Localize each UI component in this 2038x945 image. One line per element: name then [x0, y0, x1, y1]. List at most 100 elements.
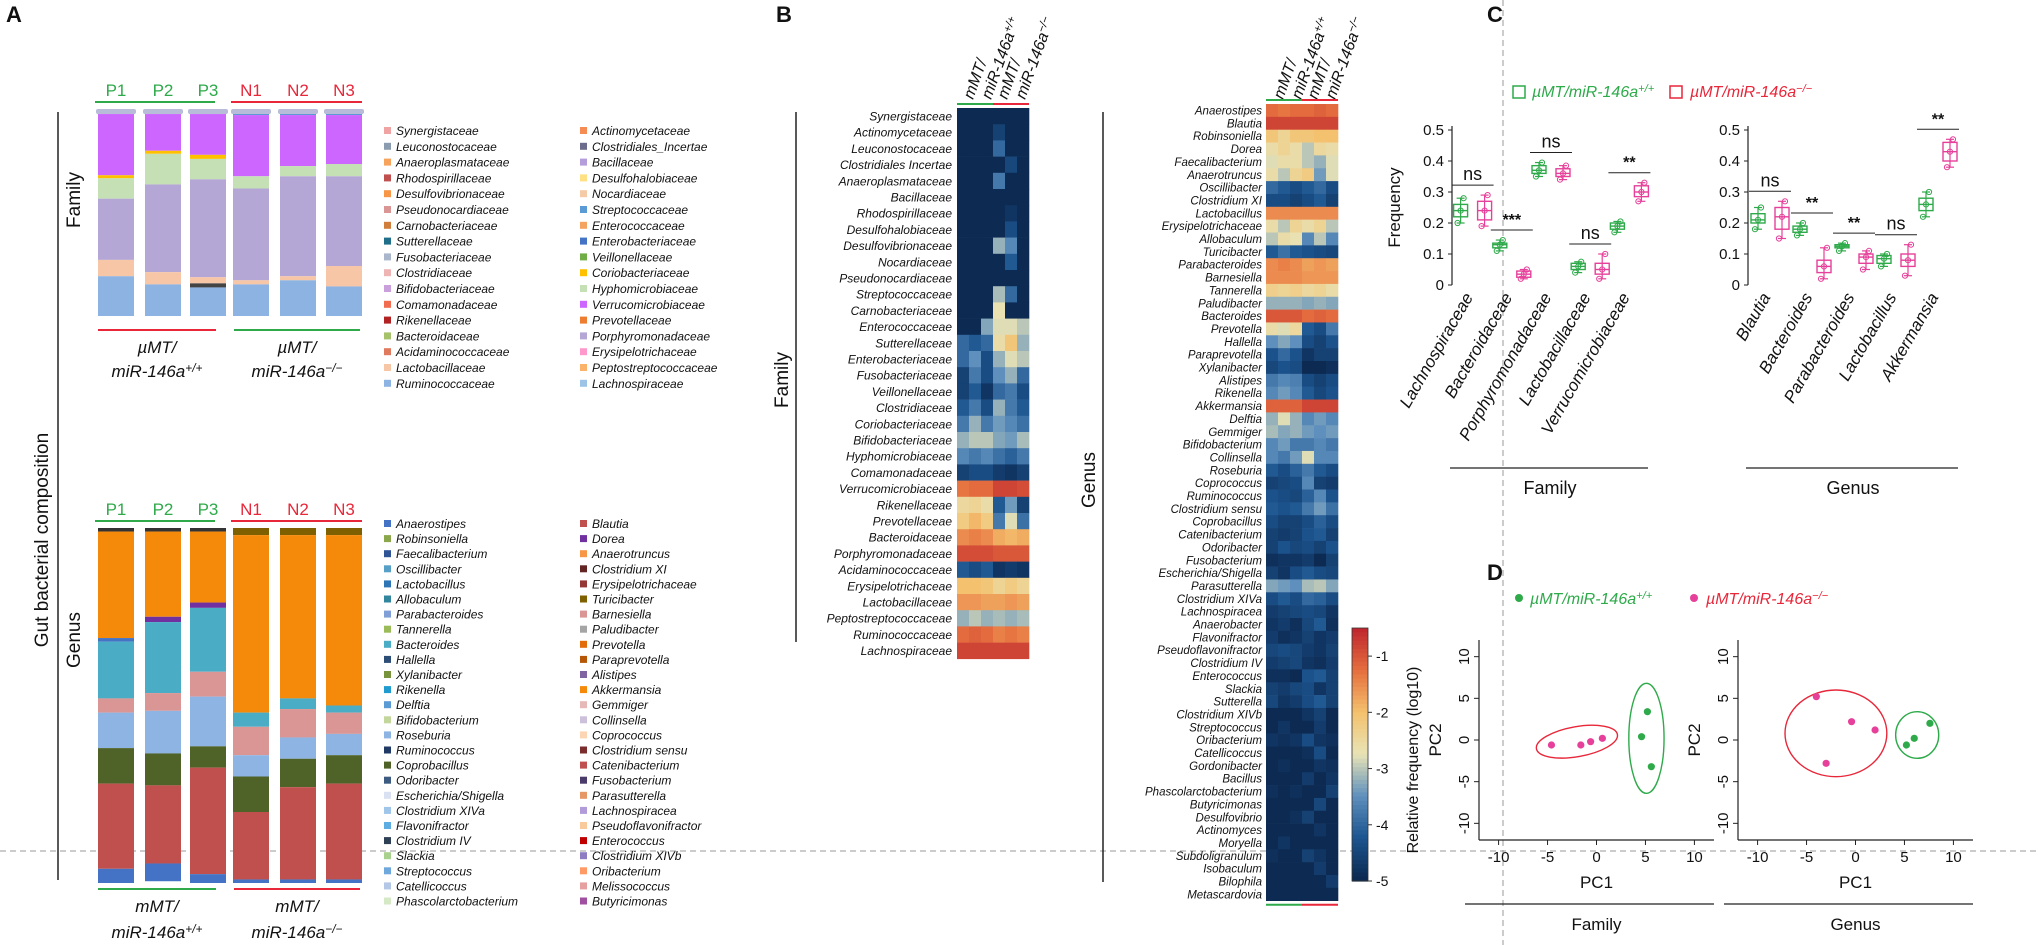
heatmap-row-label: Barnesiella — [1205, 273, 1262, 285]
significance-label: ns — [1760, 170, 1779, 190]
heatmap-cell — [1326, 386, 1339, 400]
legend-label: Desulfovibrionaceae — [396, 187, 505, 201]
legend-swatch — [384, 379, 391, 387]
heatmap-cell — [1005, 399, 1018, 417]
y-axis-title: PC2 — [1426, 723, 1445, 756]
y-tick-label: 5 — [1456, 694, 1473, 702]
heatmap-cell — [1278, 245, 1291, 259]
heatmap-cell — [1302, 450, 1315, 465]
colorbar-segment — [1352, 809, 1368, 815]
data-point — [1481, 207, 1488, 214]
heatmap-cell — [1326, 181, 1339, 195]
heatmap-cell — [1278, 720, 1291, 734]
x-axis-title: Family — [1524, 478, 1577, 498]
x-tick-label: Blautia — [1732, 290, 1774, 345]
significance-label: ns — [1581, 223, 1600, 243]
stacked-bar-segment — [280, 698, 316, 710]
stacked-bar-segment — [233, 879, 269, 883]
data-point — [1641, 179, 1648, 186]
legend-swatch — [384, 237, 391, 245]
legend-label: Prevotella — [592, 638, 646, 652]
heatmap-cell — [1314, 399, 1327, 413]
legend-swatch — [580, 332, 587, 340]
legend-label: Leuconostocaceae — [396, 140, 497, 154]
heatmap-cell — [1290, 810, 1303, 824]
heatmap-cell — [993, 205, 1006, 222]
heatmap-cell — [1314, 875, 1327, 889]
heatmap-cell — [1290, 849, 1303, 863]
heatmap-cell — [1326, 463, 1339, 477]
heatmap-cell — [1302, 785, 1315, 799]
heatmap-cell — [1017, 367, 1030, 384]
stacked-bar-segment — [190, 283, 226, 288]
legend-label: Desulfohalobiaceae — [592, 171, 698, 185]
stacked-bar-segment — [326, 733, 362, 756]
row-label-genus: Genus — [1079, 452, 1100, 508]
stacked-bar-segment — [145, 693, 181, 711]
heatmap-cell — [1278, 386, 1291, 400]
heatmap-cell — [1302, 322, 1315, 336]
stacked-bar-segment — [98, 528, 134, 532]
heatmap-row-label: Turicibacter — [1203, 247, 1263, 259]
legend-label: Nocardiaceae — [592, 187, 666, 201]
heatmap-cell — [1314, 206, 1327, 220]
heatmap-cell — [1290, 720, 1303, 734]
box — [1774, 206, 1790, 230]
legend-swatch — [580, 174, 587, 182]
heatmap-cell — [1314, 116, 1327, 130]
scatter-point — [1637, 733, 1646, 741]
heatmap-cell — [1290, 656, 1303, 670]
data-point — [1484, 192, 1491, 199]
heatmap-cell — [1005, 351, 1018, 368]
heatmap-row-label: Clostridium sensu — [1171, 504, 1263, 516]
heatmap-cell — [1290, 425, 1303, 439]
heatmap-cell — [1314, 219, 1327, 233]
data-point — [1901, 272, 1909, 279]
heatmap-cell — [1290, 283, 1303, 298]
y-tick-label: -10 — [1456, 812, 1473, 834]
heatmap-cell — [993, 124, 1006, 141]
heatmap-row-label: Anaeroplasmataceae — [838, 174, 953, 188]
heatmap-cell — [981, 108, 994, 125]
heatmap-cell — [1314, 412, 1327, 426]
legend-label: Clostridium XI — [592, 562, 667, 576]
heatmap-cell — [1005, 480, 1018, 498]
data-point — [1865, 247, 1873, 254]
heatmap-cell — [1290, 759, 1303, 773]
heatmap-row-label: Peptostreptococcaceae — [827, 612, 953, 626]
data-point — [1949, 136, 1957, 143]
heatmap-cell — [1005, 237, 1018, 255]
legend-label: Flavonifractor — [396, 819, 470, 833]
heatmap-row-label: Prevotellaceae — [873, 515, 953, 529]
heatmap-row-label: Actinomycetaceae — [853, 126, 952, 140]
y-tick-label: 0.5 — [1423, 122, 1444, 139]
group-label: Genus — [1830, 915, 1880, 934]
heatmap-cell — [1266, 399, 1279, 413]
heatmap-cell — [957, 189, 970, 206]
heatmap-cell — [1005, 124, 1018, 141]
legend-swatch — [384, 285, 391, 292]
data-point — [1781, 198, 1789, 205]
stacked-bar-segment — [280, 737, 316, 759]
significance-label: ** — [1806, 195, 1819, 212]
heatmap-cell — [993, 156, 1006, 174]
legend-swatch — [580, 253, 587, 261]
colorbar-segment — [1352, 703, 1368, 709]
colorbar-segment — [1352, 670, 1368, 675]
heatmap-cell — [1266, 862, 1279, 876]
data-point — [1532, 173, 1540, 180]
heatmap-cell — [1266, 515, 1279, 529]
stacked-bar-segment — [233, 528, 269, 536]
heatmap-cell — [1314, 579, 1327, 593]
legend-swatch — [384, 731, 391, 739]
heatmap-cell — [1290, 438, 1303, 452]
stacked-bar-segment — [98, 276, 134, 316]
data-point — [1799, 219, 1807, 227]
heatmap-cell — [1017, 448, 1030, 465]
heatmap-cell — [981, 351, 994, 368]
heatmap-cell — [1266, 450, 1279, 465]
heatmap-cell — [1290, 322, 1303, 336]
heatmap-cell — [1290, 155, 1303, 169]
legend-label: Acidaminococcaceae — [395, 345, 510, 359]
heatmap-cell — [1314, 425, 1327, 439]
